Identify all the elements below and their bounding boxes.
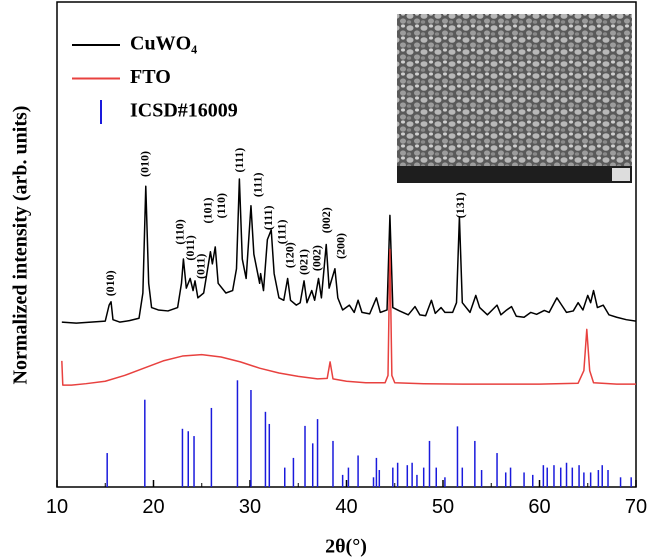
sem-image [397, 14, 632, 183]
sem-logo [612, 168, 630, 181]
peak-label: (010) [138, 151, 152, 177]
legend-label: CuWO₄ [130, 33, 197, 55]
peak-label: (110) [172, 219, 186, 244]
peak-label: (131) [453, 192, 467, 218]
y-axis-label: Normalized intensity (arb. units) [10, 106, 32, 385]
x-tick-label: 70 [625, 496, 647, 518]
peak-label: (010) [103, 270, 117, 296]
x-axis-label: 2θ(°) [325, 536, 367, 557]
sem-inset [397, 14, 632, 183]
peak-label: (110) [214, 193, 228, 218]
x-tick-label: 10 [46, 496, 68, 518]
peak-label: (021) [297, 249, 311, 275]
peak-label: (002) [319, 207, 333, 233]
series-line [61, 248, 636, 386]
legend-label: ICSD#16009 [130, 100, 238, 122]
x-tick-label: 50 [432, 496, 454, 518]
peak-label: (111) [232, 148, 246, 173]
peak-label: (011) [183, 235, 197, 260]
peak-label: (002) [309, 245, 323, 271]
peak-label: (111) [250, 173, 264, 198]
x-tick-label: 30 [239, 496, 261, 518]
peak-label: (111) [261, 205, 275, 230]
x-tick-label: 20 [142, 496, 164, 518]
peak-label: (101) [200, 198, 214, 224]
x-tick-label: 60 [528, 496, 550, 518]
peak-label: (200) [333, 233, 347, 259]
sem-info-bar [397, 166, 632, 183]
series-line [61, 178, 637, 324]
peak-label: (120) [282, 242, 296, 268]
x-tick-label: 40 [335, 496, 357, 518]
legend-label: FTO [130, 66, 171, 88]
peak-label: (011) [194, 254, 208, 279]
peak-label: (111) [275, 220, 289, 245]
